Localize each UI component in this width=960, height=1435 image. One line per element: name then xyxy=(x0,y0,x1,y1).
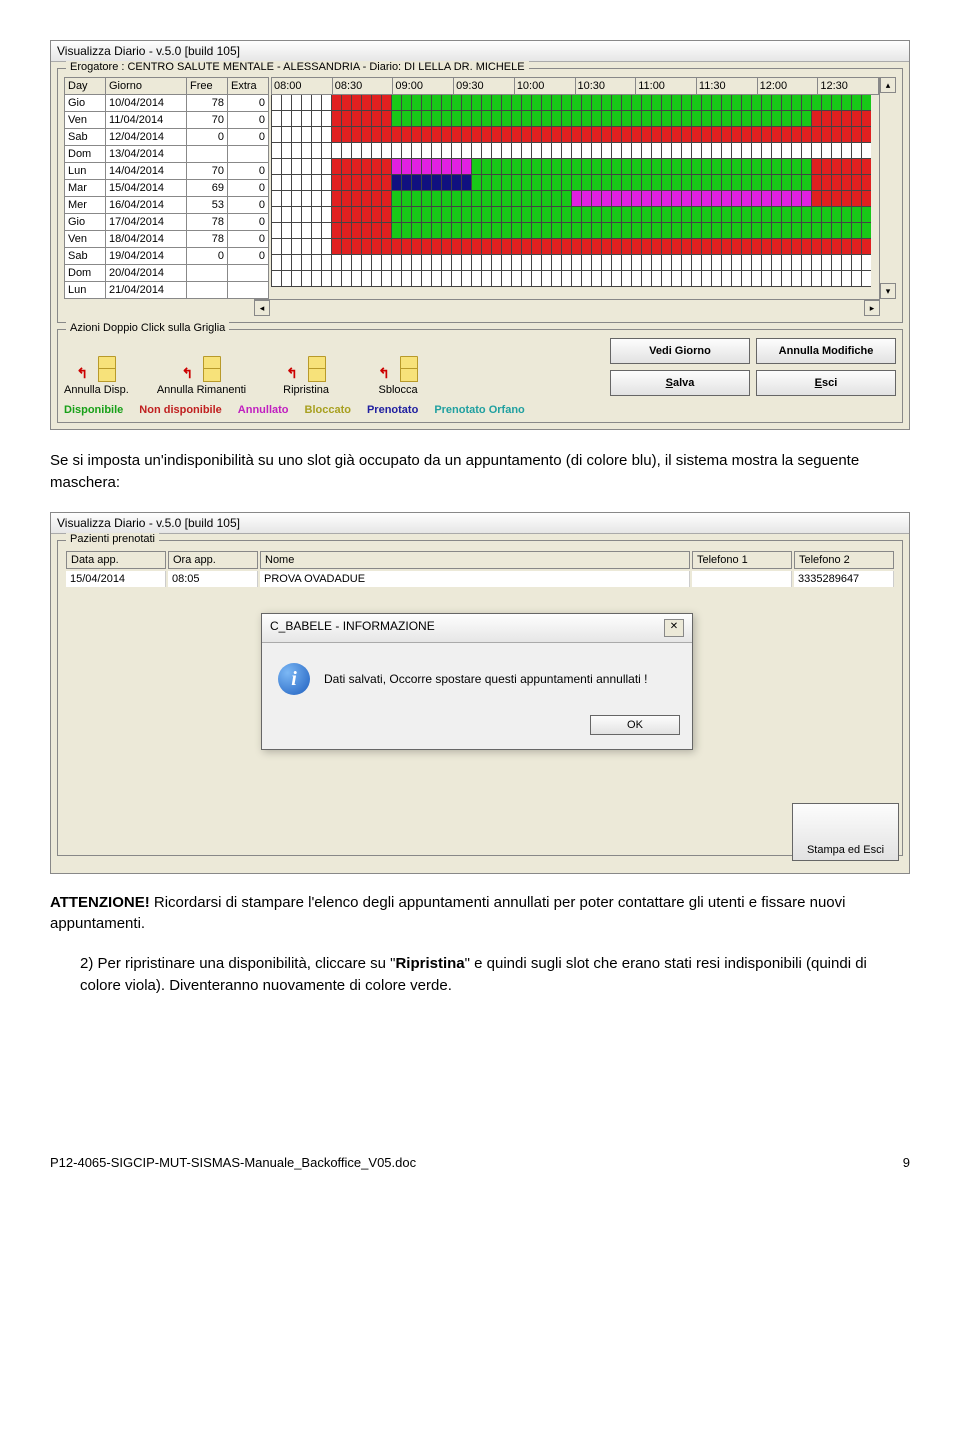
col-tel2: Telefono 2 xyxy=(794,551,894,569)
time-header-cell: 08:00 xyxy=(271,78,332,95)
action-label: Annulla Disp. xyxy=(64,384,129,396)
annulla-disp-button[interactable]: ↰ Annulla Disp. xyxy=(64,356,129,396)
scroll-down-icon[interactable]: ▾ xyxy=(880,283,896,299)
actions-fieldset: Azioni Doppio Click sulla Griglia ↰Annul… xyxy=(57,329,903,423)
action-label: Annulla Rimanenti xyxy=(157,384,246,396)
erogatore-label: Erogatore : CENTRO SALUTE MENTALE - ALES… xyxy=(66,61,529,73)
col-nome: Nome xyxy=(260,551,690,569)
annulla-rimanenti-button[interactable]: ↰ Annulla Rimanenti xyxy=(157,356,246,396)
legend-item: Prenotato xyxy=(367,404,418,416)
schedule-row[interactable] xyxy=(271,223,879,239)
time-header-cell: 11:00 xyxy=(635,78,696,95)
dialog-title: C_BABELE - INFORMAZIONE xyxy=(270,619,435,637)
row-header-table: Day Giorno Free Extra Gio10/04/2014780Ve… xyxy=(64,77,269,299)
sblocca-button[interactable]: ↰ Sblocca xyxy=(366,356,430,396)
time-header-cell: 09:30 xyxy=(453,78,514,95)
time-header-cell: 11:30 xyxy=(696,78,757,95)
time-header-cell: 08:30 xyxy=(332,78,393,95)
paragraph-2: 2) Per ripristinare una disponibilità, c… xyxy=(50,953,910,997)
schedule-row[interactable] xyxy=(271,175,879,191)
legend-item: Disponibile xyxy=(64,404,123,416)
dialog-message: Dati salvati, Occorre spostare questi ap… xyxy=(324,672,648,686)
stampa-esci-button[interactable]: Stampa ed Esci xyxy=(792,803,899,861)
annulla-modifiche-button[interactable]: Annulla Modifiche xyxy=(756,338,896,364)
action-label: Ripristina xyxy=(283,384,329,396)
attention-label: ATTENZIONE! xyxy=(50,894,150,911)
schedule-row[interactable] xyxy=(271,159,879,175)
folder-icon: ↰ xyxy=(181,356,221,382)
scroll-up-icon[interactable]: ▴ xyxy=(880,77,896,93)
folder-icon: ↰ xyxy=(286,356,326,382)
schedule-row[interactable] xyxy=(271,255,879,271)
col-free: Free xyxy=(187,78,228,95)
actions-label: Azioni Doppio Click sulla Griglia xyxy=(66,322,229,334)
col-giorno: Giorno xyxy=(106,78,187,95)
schedule-row[interactable] xyxy=(271,111,879,127)
window-title: Visualizza Diario - v.5.0 [build 105] xyxy=(51,41,909,62)
legend: Disponibile Non disponibile Annullato Blocc… xyxy=(64,404,896,416)
schedule-grid[interactable] xyxy=(271,95,879,287)
scroll-right-icon[interactable]: ▸ xyxy=(864,300,880,316)
schedule-row[interactable] xyxy=(271,95,879,111)
schedule-row[interactable] xyxy=(271,191,879,207)
time-header-cell: 09:00 xyxy=(392,78,453,95)
legend-item: Non disponibile xyxy=(139,404,222,416)
info-dialog: C_BABELE - INFORMAZIONE ✕ i Dati salvati… xyxy=(261,613,693,750)
time-header: 08:0008:3009:0009:3010:0010:3011:0011:30… xyxy=(271,77,879,95)
patient-row[interactable]: 15/04/2014 08:05 PROVA OVADADUE 33352896… xyxy=(66,571,894,587)
horizontal-scrollbar[interactable]: ◂ ▸ xyxy=(254,299,880,316)
col-day: Day xyxy=(65,78,106,95)
vertical-scrollbar[interactable]: ▴ ▾ xyxy=(879,77,896,299)
patients-window: Visualizza Diario - v.5.0 [build 105] Pa… xyxy=(50,512,910,874)
col-tel1: Telefono 1 xyxy=(692,551,792,569)
folder-icon: ↰ xyxy=(76,356,116,382)
legend-item: Annullato xyxy=(238,404,289,416)
action-label: Sblocca xyxy=(379,384,418,396)
esci-button[interactable]: Esci xyxy=(756,370,896,396)
schedule-row[interactable] xyxy=(271,143,879,159)
patients-table: Data app. Ora app. Nome Telefono 1 Telef… xyxy=(64,549,896,589)
info-icon: i xyxy=(278,663,310,695)
ripristina-button[interactable]: ↰ Ripristina xyxy=(274,356,338,396)
paragraph-1: Se si imposta un'indisponibilità su uno … xyxy=(50,450,910,494)
time-header-cell: 12:00 xyxy=(757,78,818,95)
legend-item: Bloccato xyxy=(305,404,351,416)
schedule-row[interactable] xyxy=(271,207,879,223)
legend-item: Prenotato Orfano xyxy=(434,404,524,416)
footer-filename: P12-4065-SIGCIP-MUT-SISMAS-Manuale_Backo… xyxy=(50,1155,416,1170)
diary-window: Visualizza Diario - v.5.0 [build 105] Er… xyxy=(50,40,910,430)
col-extra: Extra xyxy=(228,78,269,95)
page-footer: P12-4065-SIGCIP-MUT-SISMAS-Manuale_Backo… xyxy=(0,1155,960,1190)
time-header-cell: 12:30 xyxy=(817,78,878,95)
folder-icon: ↰ xyxy=(378,356,418,382)
erogatore-fieldset: Erogatore : CENTRO SALUTE MENTALE - ALES… xyxy=(57,68,903,323)
footer-page-number: 9 xyxy=(903,1155,910,1170)
close-icon[interactable]: ✕ xyxy=(664,619,684,637)
time-header-cell: 10:00 xyxy=(514,78,575,95)
vedi-giorno-button[interactable]: Vedi Giorno xyxy=(610,338,750,364)
scroll-left-icon[interactable]: ◂ xyxy=(254,300,270,316)
attention-paragraph: ATTENZIONE! Ricordarsi di stampare l'ele… xyxy=(50,892,910,936)
patients-label: Pazienti prenotati xyxy=(66,533,159,545)
window2-title: Visualizza Diario - v.5.0 [build 105] xyxy=(51,513,909,534)
time-header-cell: 10:30 xyxy=(575,78,636,95)
col-ora-app: Ora app. xyxy=(168,551,258,569)
schedule-row[interactable] xyxy=(271,271,879,287)
schedule-row[interactable] xyxy=(271,239,879,255)
schedule-row[interactable] xyxy=(271,127,879,143)
salva-button[interactable]: Salva xyxy=(610,370,750,396)
col-data-app: Data app. xyxy=(66,551,166,569)
ok-button[interactable]: OK xyxy=(590,715,680,735)
